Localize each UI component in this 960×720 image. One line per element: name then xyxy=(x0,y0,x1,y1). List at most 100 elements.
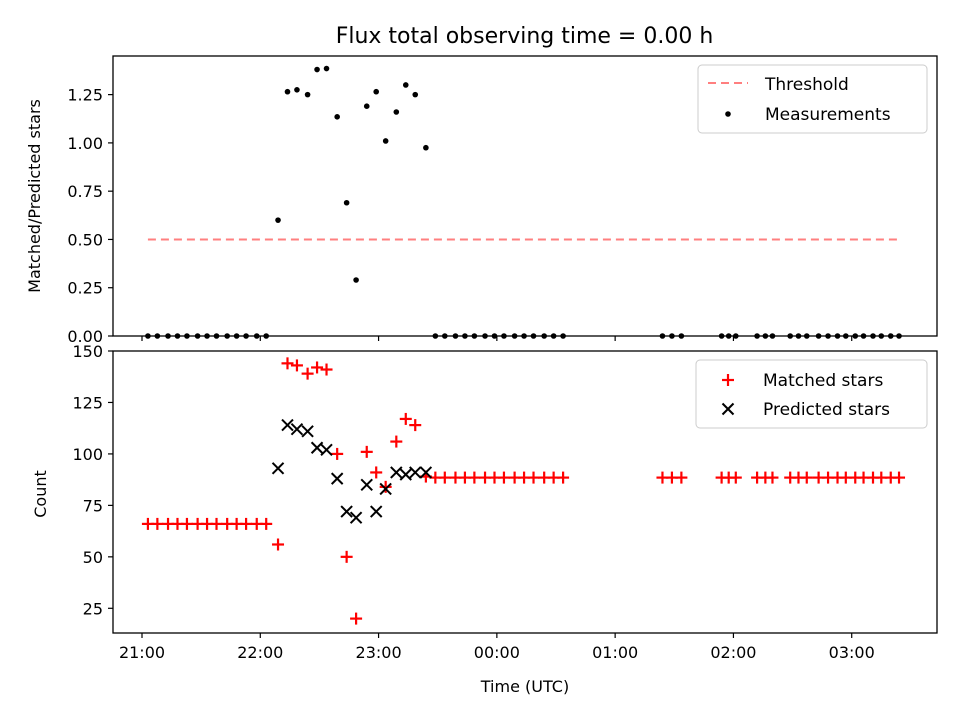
matched-star-point xyxy=(360,445,373,458)
predicted-star-point xyxy=(330,472,344,485)
predicted-star-point xyxy=(290,423,304,436)
count-ytick-label: 125 xyxy=(72,393,103,412)
predicted-star-point xyxy=(419,466,433,479)
count-plot-axes: 25 50 75 100 125 150 21:00 22:00 23:00 00:00 01:00… xyxy=(72,342,874,662)
count-xtick-label: 03:00 xyxy=(829,643,875,662)
count-xtick-label: 01:00 xyxy=(592,643,638,662)
count-ytick-label: 100 xyxy=(72,445,103,464)
legend-predicted-label: Predicted stars xyxy=(763,400,890,420)
predicted-star-point xyxy=(340,505,353,518)
predicted-star-point xyxy=(349,511,363,524)
measurement-point xyxy=(284,88,291,95)
matched-star-point xyxy=(311,361,324,374)
chart-title: Flux total observing time = 0.00 h xyxy=(336,24,714,49)
predicted-star-point xyxy=(390,466,403,479)
matched-star-point xyxy=(151,517,164,530)
legend-matched-swatch xyxy=(722,374,734,386)
measurement-point xyxy=(412,91,419,98)
measurement-point xyxy=(343,199,350,206)
matched-star-point xyxy=(331,447,344,460)
legend-measurement-label: Measurements xyxy=(765,105,891,125)
ratio-ytick-label: 1.00 xyxy=(67,134,103,153)
count-plot: 25 50 75 100 125 150 21:00 22:00 23:00 00:00 01:00… xyxy=(31,342,938,696)
count-xtick-label: 00:00 xyxy=(474,643,520,662)
ratio-plot-frame xyxy=(112,55,938,337)
measurement-point xyxy=(423,144,429,151)
matched-star-point xyxy=(766,471,779,484)
matched-star-point xyxy=(320,363,333,376)
measurement-point xyxy=(373,88,380,95)
ratio-ytick-label: 0.00 xyxy=(67,327,103,346)
matched-star-point xyxy=(379,480,392,493)
legend-measurement-swatch xyxy=(725,111,731,117)
ratio-ytick-label: 0.75 xyxy=(67,182,103,201)
matched-star-point xyxy=(399,412,412,425)
measurement-point xyxy=(314,66,320,73)
predicted-star-point xyxy=(379,482,392,496)
predicted-star-point xyxy=(320,443,333,457)
count-plot-frame xyxy=(112,350,938,634)
predicted-star-point xyxy=(271,462,285,475)
measurement-point xyxy=(294,86,300,93)
matched-star-point xyxy=(438,471,451,484)
matched-star-point xyxy=(281,357,294,370)
matched-star-point xyxy=(301,367,314,380)
matched-star-point xyxy=(800,471,813,484)
matched-star-point xyxy=(557,471,570,484)
ratio-plot: 0.00 0.25 0.50 0.75 1.00 1.25 Matched/Predict… xyxy=(25,55,938,346)
matched-star-point xyxy=(290,359,303,372)
count-ytick-label: 75 xyxy=(83,496,103,515)
measurement-point xyxy=(323,65,330,72)
predicted-star-point xyxy=(281,418,294,432)
ratio-plot-legend: Threshold Measurements xyxy=(697,64,928,134)
predicted-star-point xyxy=(301,425,314,438)
measurement-point xyxy=(334,114,340,120)
matched-star-point xyxy=(260,517,273,530)
legend-predicted-swatch xyxy=(721,402,735,416)
predicted-star-point xyxy=(310,441,324,454)
matched-star-point xyxy=(527,471,540,484)
count-ytick-label: 50 xyxy=(83,548,103,567)
matched-star-point xyxy=(409,419,422,432)
matched-star-point xyxy=(370,466,383,479)
count-xtick-label: 23:00 xyxy=(356,643,402,662)
measurement-point xyxy=(304,91,311,98)
count-plot-legend: Matched stars Predicted stars xyxy=(695,359,928,429)
matched-star-point xyxy=(497,471,510,484)
matched-star-point xyxy=(180,517,193,530)
matched-star-point xyxy=(240,517,253,530)
count-xtick-label: 22:00 xyxy=(237,643,283,662)
legend-matched-label: Matched stars xyxy=(763,371,883,391)
matched-star-point xyxy=(210,517,223,530)
matched-star-point xyxy=(350,612,363,625)
count-plot-marks xyxy=(141,357,906,625)
matched-star-point xyxy=(390,435,403,448)
count-ytick-label: 25 xyxy=(83,599,103,618)
matched-star-point xyxy=(272,538,285,551)
ratio-ytick-label: 0.25 xyxy=(67,279,103,298)
predicted-star-point xyxy=(360,478,373,492)
legend-box xyxy=(697,64,928,134)
measurement-point xyxy=(275,217,281,223)
measurement-point xyxy=(382,138,389,144)
measurement-point xyxy=(393,109,400,115)
matched-star-point xyxy=(729,471,742,484)
ratio-ytick-label: 1.25 xyxy=(67,86,103,105)
predicted-star-point xyxy=(369,505,383,518)
predicted-star-point xyxy=(409,466,422,479)
matched-star-point xyxy=(675,471,688,484)
count-xtick-label: 21:00 xyxy=(119,643,165,662)
matched-star-point xyxy=(340,550,353,563)
measurement-point xyxy=(402,82,409,88)
ratio-ytick-label: 0.50 xyxy=(67,230,103,249)
measurement-point xyxy=(353,277,359,283)
ratio-plot-axes: 0.00 0.25 0.50 0.75 1.00 1.25 xyxy=(67,86,853,346)
matched-star-point xyxy=(893,471,906,484)
ratio-plot-marks xyxy=(145,65,902,339)
predicted-star-point xyxy=(399,468,412,481)
ratio-plot-ylabel: Matched/Predicted stars xyxy=(25,99,44,293)
count-plot-xlabel: Time (UTC) xyxy=(480,677,569,696)
legend-box xyxy=(695,359,928,429)
count-xtick-label: 02:00 xyxy=(710,643,756,662)
